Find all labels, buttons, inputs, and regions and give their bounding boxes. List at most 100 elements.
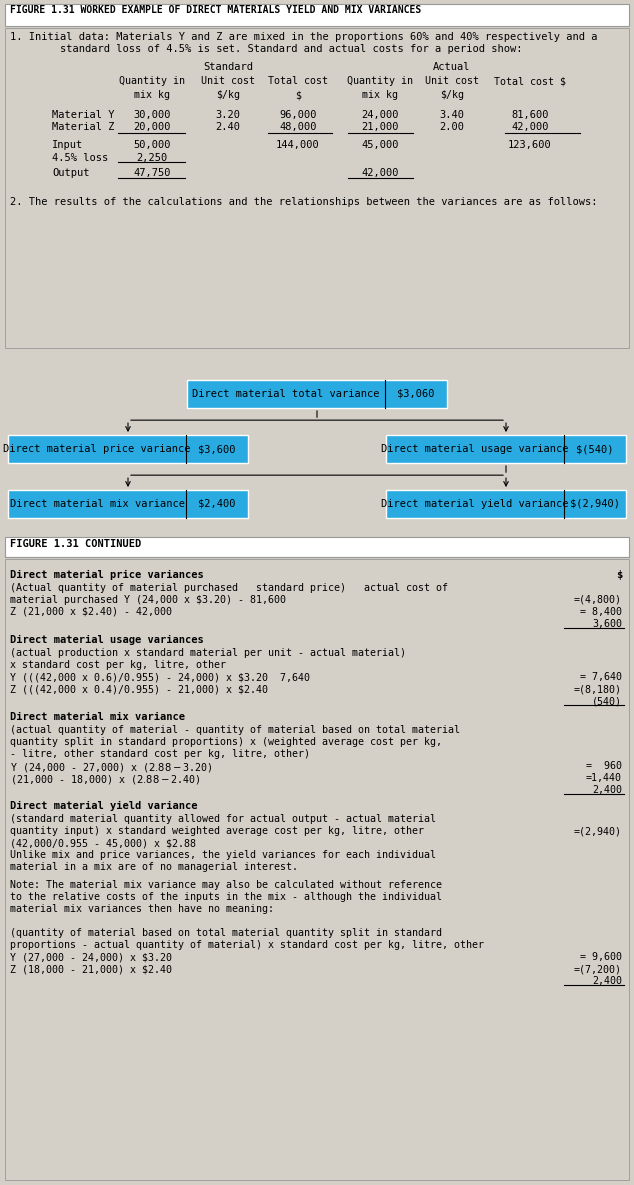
Text: Direct material total variance: Direct material total variance xyxy=(192,389,380,399)
Text: mix kg: mix kg xyxy=(134,90,170,100)
Text: 42,000: 42,000 xyxy=(511,122,549,132)
Bar xyxy=(5,537,629,557)
Text: =(7,200): =(7,200) xyxy=(574,965,622,974)
Text: $3,600: $3,600 xyxy=(198,444,236,454)
Bar xyxy=(386,491,626,518)
Text: Input: Input xyxy=(52,140,83,150)
Text: Direct material price variance: Direct material price variance xyxy=(3,444,191,454)
Text: quantity split in standard proportions) x (weighted average cost per kg,: quantity split in standard proportions) … xyxy=(10,737,442,747)
Text: 20,000: 20,000 xyxy=(133,122,171,132)
Bar xyxy=(5,4,629,26)
Text: =(8,180): =(8,180) xyxy=(574,684,622,694)
Text: $(540): $(540) xyxy=(576,444,614,454)
Text: Unit cost: Unit cost xyxy=(201,76,255,87)
Text: Material Y: Material Y xyxy=(52,110,115,120)
Text: 3,600: 3,600 xyxy=(592,619,622,629)
Text: Output: Output xyxy=(52,168,89,178)
Text: 96,000: 96,000 xyxy=(279,110,317,120)
Text: 2,250: 2,250 xyxy=(136,153,167,164)
Bar xyxy=(8,435,248,463)
Text: Standard: Standard xyxy=(203,62,253,72)
Text: (actual quantity of material - quantity of material based on total material: (actual quantity of material - quantity … xyxy=(10,725,460,735)
Text: 2.00: 2.00 xyxy=(439,122,465,132)
Text: material purchased Y (24,000 x $3.20) - 81,600: material purchased Y (24,000 x $3.20) - … xyxy=(10,595,286,606)
Text: 3.40: 3.40 xyxy=(439,110,465,120)
Text: (540): (540) xyxy=(592,696,622,706)
Text: $: $ xyxy=(616,570,622,579)
Text: 48,000: 48,000 xyxy=(279,122,317,132)
Text: $3,060: $3,060 xyxy=(398,389,435,399)
Text: FIGURE 1.31 CONTINUED: FIGURE 1.31 CONTINUED xyxy=(10,539,141,549)
Text: quantity input) x standard weighted average cost per kg, litre, other: quantity input) x standard weighted aver… xyxy=(10,826,424,835)
Text: $/kg: $/kg xyxy=(216,90,240,100)
Text: Total cost $: Total cost $ xyxy=(494,76,566,87)
Text: 45,000: 45,000 xyxy=(361,140,399,150)
Text: Z (((42,000 x 0.4)/0.955) - 21,000) x $2.40: Z (((42,000 x 0.4)/0.955) - 21,000) x $2… xyxy=(10,684,268,694)
Text: 2. The results of the calculations and the relationships between the variances a: 2. The results of the calculations and t… xyxy=(10,197,597,207)
Text: 42,000: 42,000 xyxy=(361,168,399,178)
Text: =(2,940): =(2,940) xyxy=(574,826,622,835)
Text: 50,000: 50,000 xyxy=(133,140,171,150)
Text: 47,750: 47,750 xyxy=(133,168,171,178)
Text: Direct material yield variance: Direct material yield variance xyxy=(381,499,569,510)
Text: (Actual quantity of material purchased   standard price)   actual cost of: (Actual quantity of material purchased s… xyxy=(10,583,448,592)
Text: Direct material mix variance: Direct material mix variance xyxy=(10,499,184,510)
Text: $(2,940): $(2,940) xyxy=(570,499,620,510)
Text: Unlike mix and price variances, the yield variances for each individual: Unlike mix and price variances, the yiel… xyxy=(10,850,436,860)
Text: $/kg: $/kg xyxy=(440,90,464,100)
Text: material mix variances then have no meaning:: material mix variances then have no mean… xyxy=(10,904,274,914)
Text: Actual: Actual xyxy=(433,62,471,72)
Text: (quantity of material based on total material quantity split in standard: (quantity of material based on total mat… xyxy=(10,928,442,939)
Text: 1. Initial data: Materials Y and Z are mixed in the proportions 60% and 40% resp: 1. Initial data: Materials Y and Z are m… xyxy=(10,32,597,41)
Text: Y (((42,000 x 0.6)/0.955) - 24,000) x $3.20  7,640: Y (((42,000 x 0.6)/0.955) - 24,000) x $3… xyxy=(10,672,310,683)
Text: =(4,800): =(4,800) xyxy=(574,595,622,606)
Text: standard loss of 4.5% is set. Standard and actual costs for a period show:: standard loss of 4.5% is set. Standard a… xyxy=(10,44,522,55)
Text: 24,000: 24,000 xyxy=(361,110,399,120)
Text: 4.5% loss: 4.5% loss xyxy=(52,153,108,164)
Text: FIGURE 1.31 WORKED EXAMPLE OF DIRECT MATERIALS YIELD AND MIX VARIANCES: FIGURE 1.31 WORKED EXAMPLE OF DIRECT MAT… xyxy=(10,5,421,15)
Text: Direct material usage variance: Direct material usage variance xyxy=(381,444,569,454)
Bar xyxy=(8,491,248,518)
Text: x standard cost per kg, litre, other: x standard cost per kg, litre, other xyxy=(10,660,226,670)
Text: to the relative costs of the inputs in the mix - although the individual: to the relative costs of the inputs in t… xyxy=(10,892,442,902)
Text: Z (21,000 x $2.40) - 42,000: Z (21,000 x $2.40) - 42,000 xyxy=(10,607,172,617)
Text: =1,440: =1,440 xyxy=(586,773,622,783)
Text: Direct material mix variance: Direct material mix variance xyxy=(10,712,185,722)
Text: - litre, other standard cost per kg, litre, other): - litre, other standard cost per kg, lit… xyxy=(10,749,310,760)
Text: 30,000: 30,000 xyxy=(133,110,171,120)
Text: $: $ xyxy=(295,90,301,100)
Text: = 7,640: = 7,640 xyxy=(580,672,622,683)
Text: Y (24,000 - 27,000) x ($2.88 - $3.20): Y (24,000 - 27,000) x ($2.88 - $3.20) xyxy=(10,761,213,774)
Text: Material Z: Material Z xyxy=(52,122,115,132)
Text: Direct material yield variance: Direct material yield variance xyxy=(10,801,198,811)
Text: proportions - actual quantity of material) x standard cost per kg, litre, other: proportions - actual quantity of materia… xyxy=(10,940,484,950)
Text: (actual production x standard material per unit - actual material): (actual production x standard material p… xyxy=(10,648,406,658)
Text: Quantity in: Quantity in xyxy=(119,76,185,87)
Text: 144,000: 144,000 xyxy=(276,140,320,150)
Bar xyxy=(5,28,629,348)
Text: 123,600: 123,600 xyxy=(508,140,552,150)
Text: mix kg: mix kg xyxy=(362,90,398,100)
Text: 81,600: 81,600 xyxy=(511,110,549,120)
Text: Z (18,000 - 21,000) x $2.40: Z (18,000 - 21,000) x $2.40 xyxy=(10,965,172,974)
Text: 2.40: 2.40 xyxy=(216,122,240,132)
Text: 2,400: 2,400 xyxy=(592,784,622,795)
Text: = 9,600: = 9,600 xyxy=(580,952,622,962)
Bar xyxy=(5,559,629,1180)
Text: $2,400: $2,400 xyxy=(198,499,236,510)
Text: (standard material quantity allowed for actual output - actual material: (standard material quantity allowed for … xyxy=(10,814,436,824)
Text: = 8,400: = 8,400 xyxy=(580,607,622,617)
Text: (42,000/0.955 - 45,000) x $2.88: (42,000/0.955 - 45,000) x $2.88 xyxy=(10,838,196,848)
Text: Total cost: Total cost xyxy=(268,76,328,87)
Text: (21,000 - 18,000) x ($2.88 - $2.40): (21,000 - 18,000) x ($2.88 - $2.40) xyxy=(10,773,201,786)
Text: Direct material price variances: Direct material price variances xyxy=(10,570,204,579)
Bar xyxy=(187,380,447,408)
Text: Note: The material mix variance may also be calculated without reference: Note: The material mix variance may also… xyxy=(10,880,442,890)
Text: 2,400: 2,400 xyxy=(592,976,622,986)
Text: 3.20: 3.20 xyxy=(216,110,240,120)
Text: Direct material usage variances: Direct material usage variances xyxy=(10,635,204,645)
Text: 21,000: 21,000 xyxy=(361,122,399,132)
Text: Y (27,000 - 24,000) x $3.20: Y (27,000 - 24,000) x $3.20 xyxy=(10,952,172,962)
Text: Unit cost: Unit cost xyxy=(425,76,479,87)
Text: =  960: = 960 xyxy=(586,761,622,771)
